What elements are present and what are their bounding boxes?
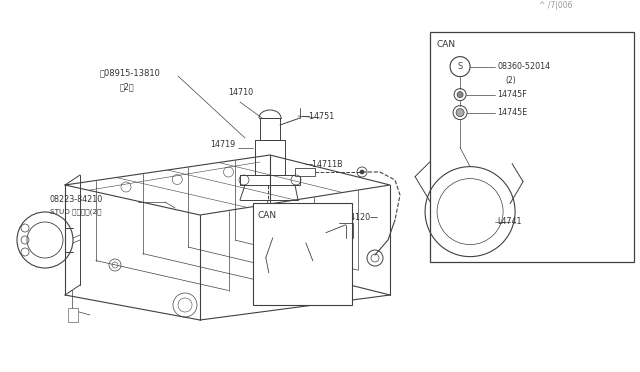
Circle shape [360,170,364,174]
Bar [253,203,352,305]
Text: —14751: —14751 [302,112,335,121]
Text: 08223-84210: 08223-84210 [50,195,103,204]
Circle shape [457,92,463,97]
Text: ^ /7|006: ^ /7|006 [540,1,573,10]
Text: 14710: 14710 [228,88,253,97]
Text: 14719: 14719 [210,140,236,149]
Text: 14745F: 14745F [497,90,527,99]
Bar [430,32,634,262]
Bar [68,308,78,322]
Text: —14711B: —14711B [305,160,344,169]
Text: Ⓢ08915-13810: Ⓢ08915-13810 [100,68,161,77]
Bar [295,168,315,176]
Text: 08360-52014: 08360-52014 [497,62,550,71]
Text: 14745E: 14745E [497,108,527,116]
Text: L4741: L4741 [497,217,522,226]
Text: CAN: CAN [258,211,277,220]
Text: (2): (2) [505,76,516,84]
Circle shape [456,109,464,116]
Text: （2）: （2） [120,82,134,91]
Text: 14120—: 14120— [345,213,378,222]
Text: S: S [458,62,463,71]
Text: CAN: CAN [436,40,455,49]
Text: STUD スタッド(2）: STUD スタッド(2） [50,208,102,215]
